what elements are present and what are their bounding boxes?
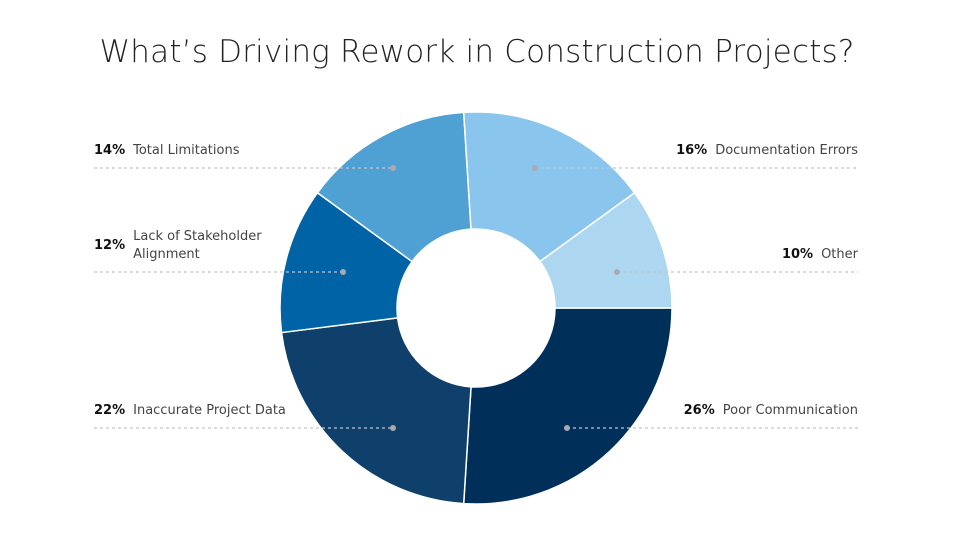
slice-name: Other [821,247,858,262]
slice-label: 14% Total Limitations [94,142,294,160]
slice-label: 12% Lack of Stakeholder Alignment [94,228,294,264]
leader-dot [532,165,538,171]
slice-name: Documentation Errors [715,143,858,158]
slice-percent: 12% [94,238,126,253]
slice-percent: 22% [94,403,126,418]
chart-title: What’s Driving Rework in Construction Pr… [99,34,855,70]
leader-dot [340,269,346,275]
slice-percent: 26% [683,403,715,418]
leader-dot [390,425,396,431]
slice-percent: 14% [94,143,126,158]
slice-percent: 10% [781,247,814,262]
slice-name: Lack of Stakeholder Alignment [133,229,262,262]
slice-label: 26% Poor Communication [600,402,858,420]
donut-slice-inaccurate-project-data [280,317,472,505]
slice-label: 16% Documentation Errors [600,142,858,160]
leader-dot [614,269,620,275]
slice-name: Inaccurate Project Data [133,403,286,418]
slice-name: Total Limitations [133,143,240,158]
donut-slice-documentation-errors [462,111,636,263]
leader-dot [564,425,570,431]
donut-slice-other [538,191,673,309]
donut-slice-total-limitations [316,111,472,263]
donut-slice-poor-communication [462,307,673,505]
slice-label: 10% Other [600,246,858,264]
leader-dot [390,165,396,171]
slice-name: Poor Communication [722,403,858,418]
slice-label: 22% Inaccurate Project Data [94,402,294,420]
slice-percent: 16% [676,143,708,158]
